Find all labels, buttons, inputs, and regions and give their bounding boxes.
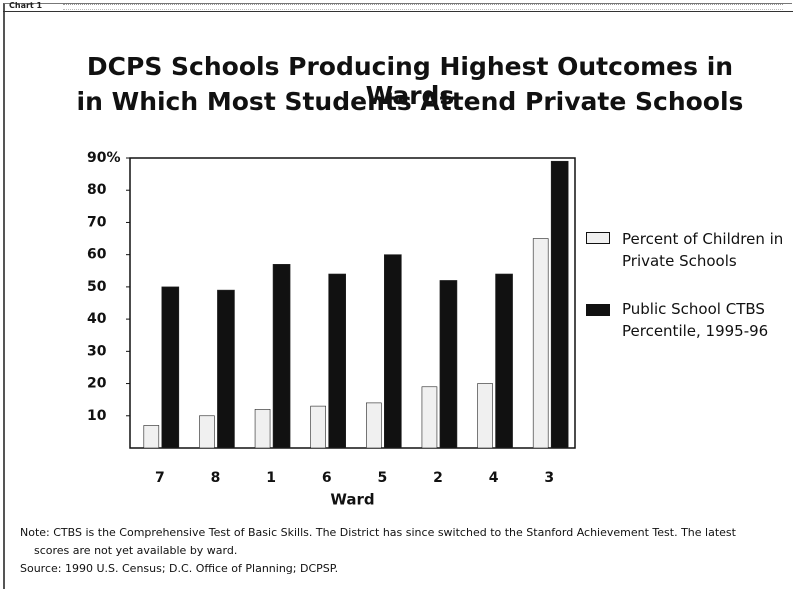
legend-swatch [586,304,610,316]
x-tick-label: 8 [211,470,221,486]
y-tick-label: 70 [87,214,107,230]
y-tick-label: 30 [87,343,107,359]
chart-title: in Which Most Students Attend Private Sc… [76,87,744,116]
legend-label: Percent of Children in Private Schools [622,230,784,270]
bar [199,415,215,449]
bar [439,280,458,449]
y-tick-label: 20 [87,376,107,392]
legend-label: Public School CTBS Percentile, 1995-96 [622,300,769,340]
frame [3,3,792,589]
header-rule [63,4,783,10]
bar [477,383,493,449]
bar [328,273,346,449]
x-tick-label: 3 [544,470,554,486]
bar [384,254,402,449]
x-tick-label: 4 [489,470,499,486]
bar [366,402,382,449]
y-tick-label: 80 [87,182,107,198]
y-tick-label: 50 [87,279,107,295]
header-label: Chart 1 [9,1,43,10]
y-tick-label: 10 [87,408,107,424]
bar [254,409,271,449]
note: Note: CTBS is the Comprehensive Test of … [20,526,736,557]
x-axis-label: Ward [330,491,374,509]
source: Source: 1990 U.S. Census; D.C. Office of… [20,562,339,575]
x-tick-label: 1 [266,470,276,486]
y-tick-label: 40 [87,311,107,327]
bar [272,264,291,449]
legend-swatch [586,232,610,244]
chart-title: DCPS Schools Producing Highest Outcomes … [86,52,734,110]
x-tick-label: 5 [377,470,387,486]
bar [217,289,235,449]
plot-area [129,157,576,449]
bar [532,238,549,449]
x-tick-label: 7 [155,470,165,486]
bar [495,273,513,449]
bar [143,425,160,449]
bar [161,286,180,449]
bar [310,405,326,449]
y-tick-label: 90% [87,150,121,166]
x-tick-label: 2 [433,470,443,486]
bar [421,386,438,449]
bar [550,160,569,449]
header-bar: Chart 1 [3,0,793,12]
x-tick-label: 6 [322,470,332,486]
y-tick-label: 60 [87,247,107,263]
